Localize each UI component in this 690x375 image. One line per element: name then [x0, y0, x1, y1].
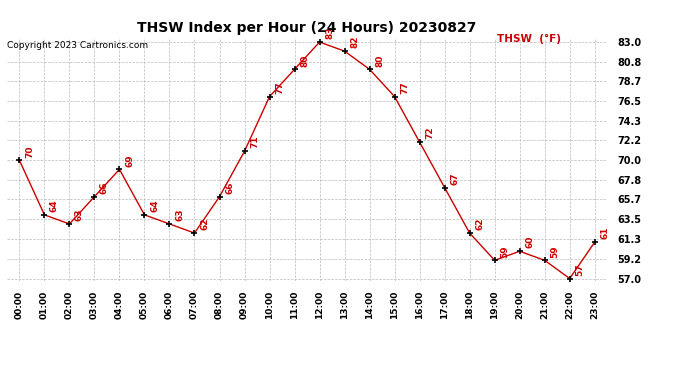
Text: 82: 82: [350, 36, 359, 48]
Text: Copyright 2023 Cartronics.com: Copyright 2023 Cartronics.com: [7, 41, 148, 50]
Text: THSW  (°F): THSW (°F): [497, 34, 561, 44]
Text: 77: 77: [275, 81, 284, 94]
Text: 62: 62: [200, 218, 209, 230]
Text: 64: 64: [50, 200, 59, 212]
Text: 64: 64: [150, 200, 159, 212]
Text: 59: 59: [500, 245, 509, 258]
Title: THSW Index per Hour (24 Hours) 20230827: THSW Index per Hour (24 Hours) 20230827: [137, 21, 477, 35]
Text: 63: 63: [75, 209, 84, 221]
Text: 59: 59: [550, 245, 559, 258]
Text: 66: 66: [225, 182, 234, 194]
Text: 61: 61: [600, 227, 609, 239]
Text: 67: 67: [450, 172, 459, 185]
Text: 72: 72: [425, 127, 434, 140]
Text: 80: 80: [300, 54, 309, 66]
Text: 69: 69: [125, 154, 134, 166]
Text: 66: 66: [100, 182, 109, 194]
Text: 80: 80: [375, 54, 384, 66]
Text: 77: 77: [400, 81, 409, 94]
Text: 83: 83: [325, 27, 334, 39]
Text: 57: 57: [575, 263, 584, 276]
Text: 60: 60: [525, 236, 534, 249]
Text: 71: 71: [250, 136, 259, 148]
Text: 70: 70: [25, 145, 34, 158]
Text: 63: 63: [175, 209, 184, 221]
Text: 62: 62: [475, 218, 484, 230]
